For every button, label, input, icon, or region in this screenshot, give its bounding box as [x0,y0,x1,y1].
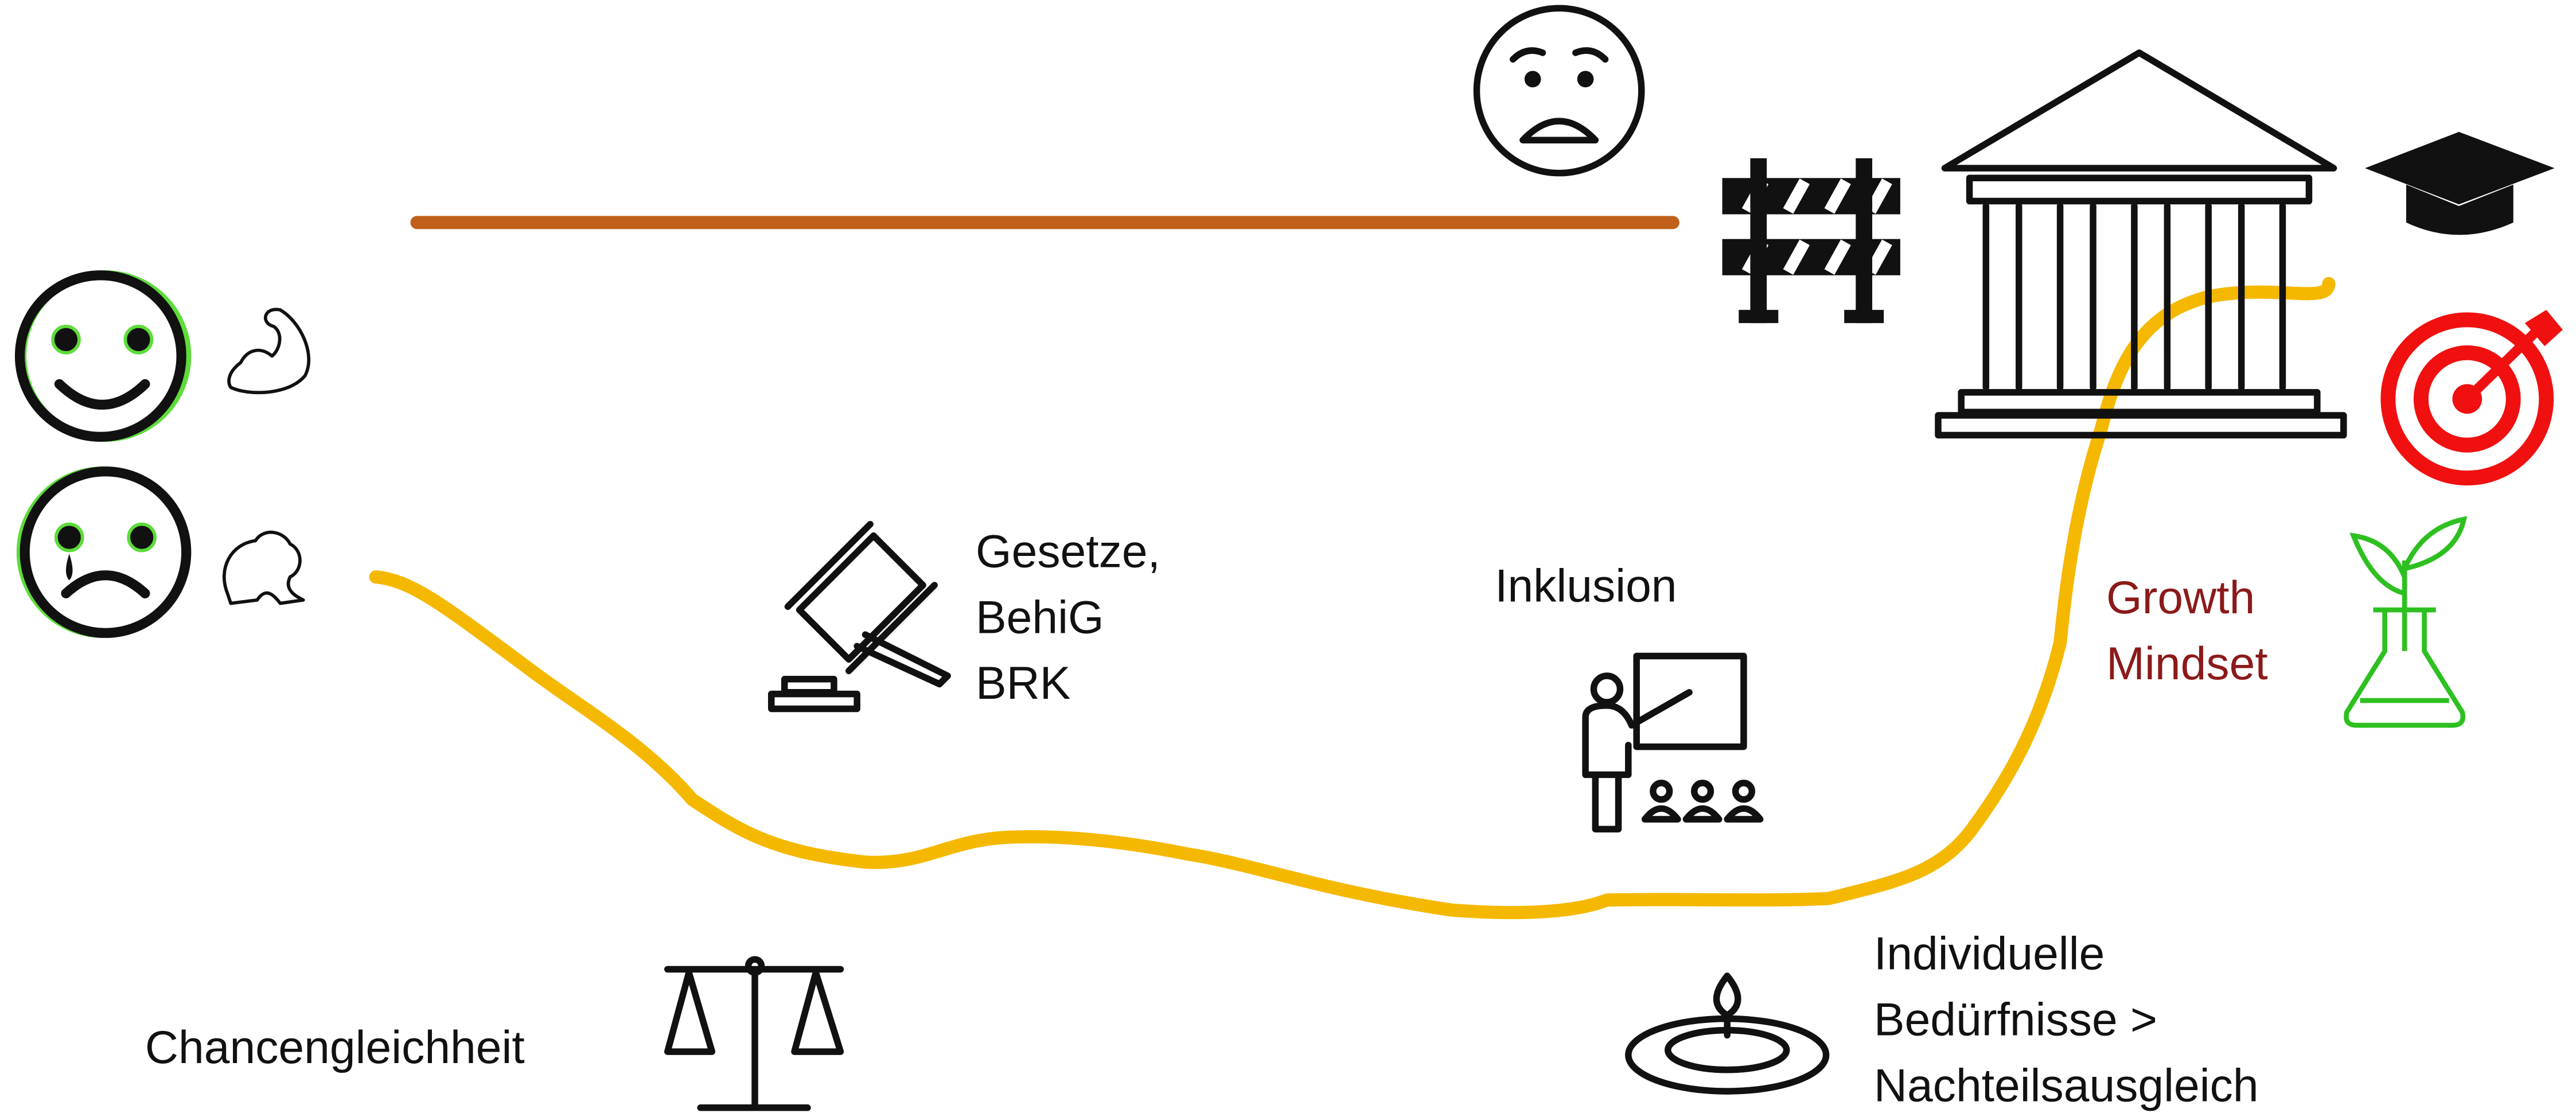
frog-icon [224,532,303,604]
muscle-icon [229,309,309,392]
label-line: Inklusion [1495,561,1677,612]
page: Gesetze, BehiG BRK Inklusion Growth Mind… [0,0,2576,1113]
label-line: BRK [976,657,1070,709]
label-line: Individuelle [1874,928,2105,979]
label-line: Bedürfnisse > [1874,994,2157,1045]
label-line: Chancengleichheit [145,1022,525,1073]
target-icon [2388,310,2563,478]
diagram: Gesetze, BehiG BRK Inklusion Growth Mind… [0,0,2576,1113]
label-line: Nachteilsausgleich [1874,1060,2259,1111]
progress-curve [376,283,2329,912]
gavel-icon [771,524,948,709]
label-line: BehiG [976,591,1104,643]
teacher-icon [1585,656,1760,830]
scale-icon [668,959,841,1108]
university-building [1938,53,2344,435]
plant-flask [2346,519,2464,725]
sad-face [20,470,186,635]
road-barrier [1722,158,1900,323]
label-line: Gesetze, [976,526,1160,577]
water-drop-icon [1628,976,1826,1091]
worried-face [1476,8,1641,173]
graduation-cap [2365,132,2554,235]
happy-face [20,274,188,438]
label-line: Mindset [2106,638,2268,690]
label-line: Growth [2106,572,2255,624]
